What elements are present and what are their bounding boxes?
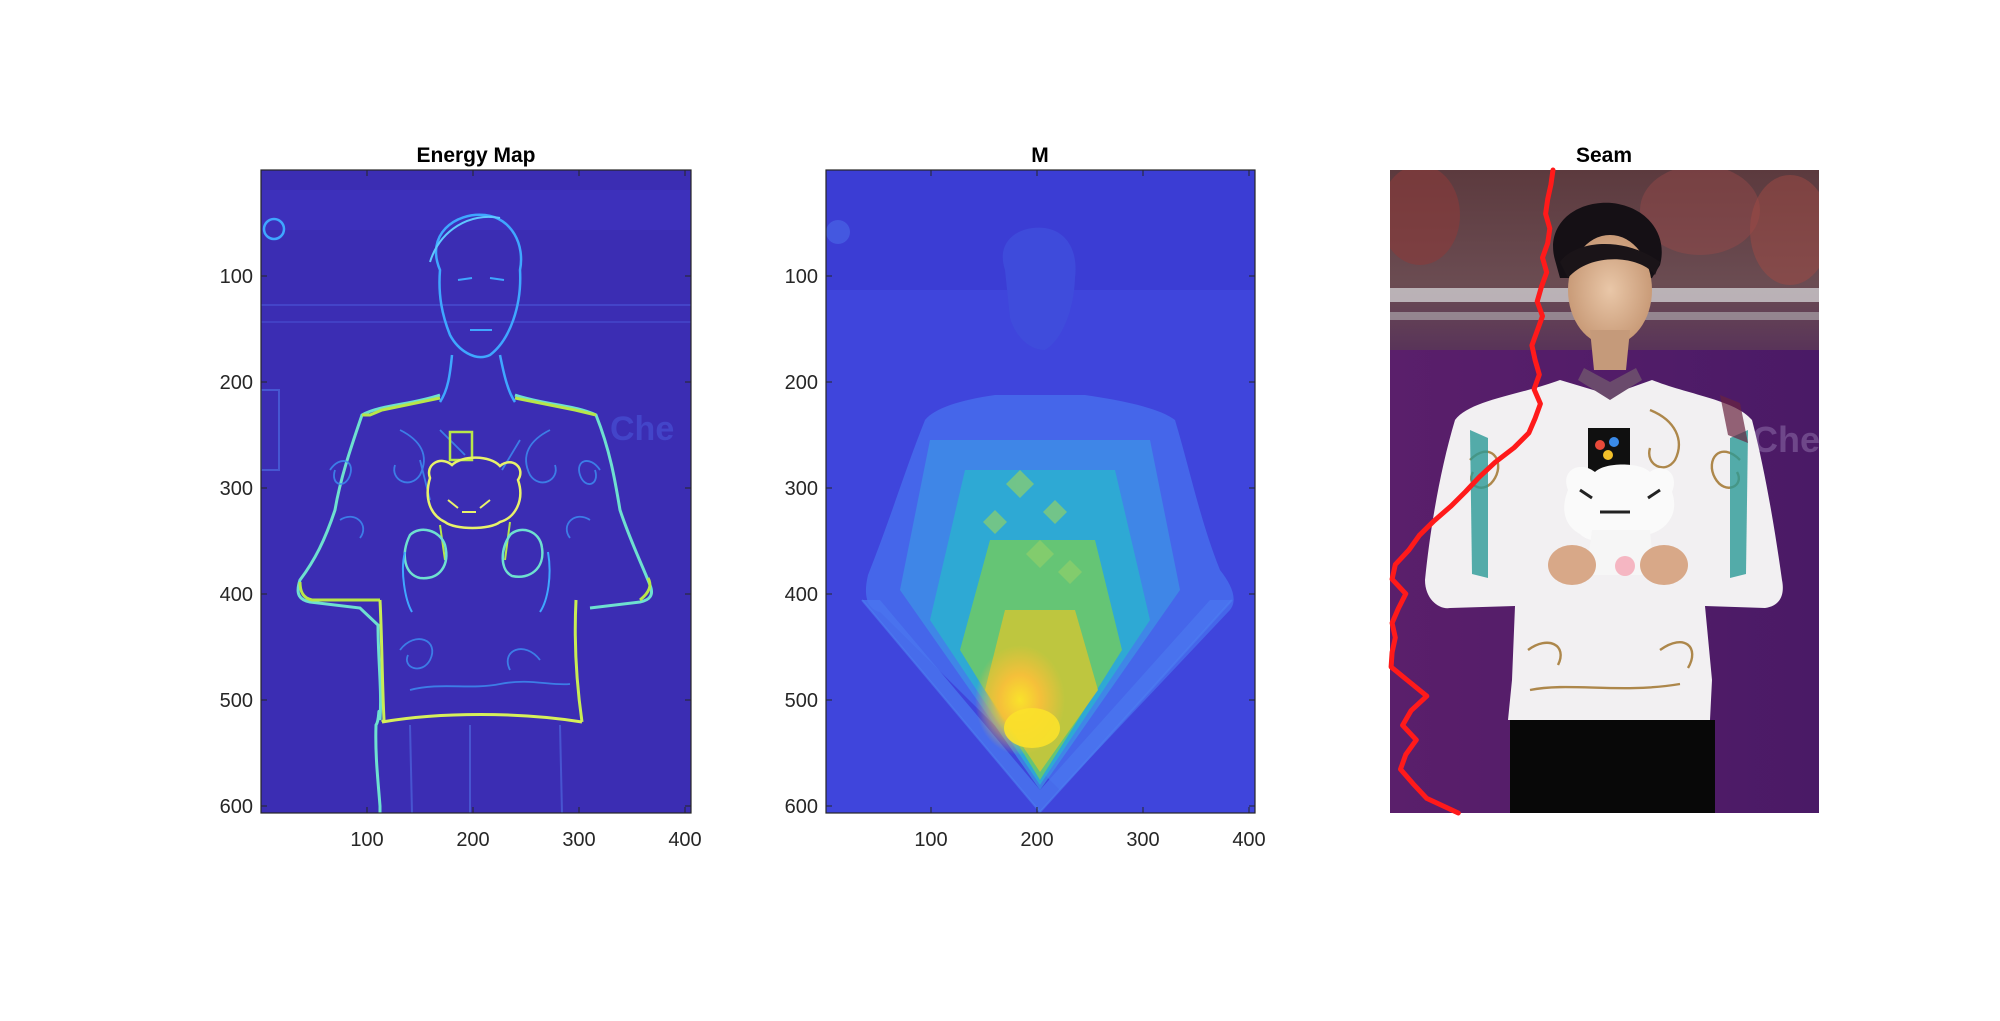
cumulative-map-xtick-400: 400 [1232, 829, 1265, 851]
cumulative-map-xtick-100: 100 [914, 829, 947, 851]
energy-map-ytick-200: 200 [220, 372, 253, 394]
cumulative-map-ytick-600: 600 [785, 796, 818, 818]
energy-map-axes-box [260, 169, 692, 814]
cumulative-map-ytick-400: 400 [785, 584, 818, 606]
seam-line [1388, 167, 1556, 816]
cumulative-map-ytick-300: 300 [785, 478, 818, 500]
energy-map-xtick-400: 400 [668, 829, 701, 851]
cumulative-map-xtick-300: 300 [1126, 829, 1159, 851]
energy-map-ytick-300: 300 [220, 478, 253, 500]
seam-title: Seam [1576, 144, 1632, 167]
cumulative-map-axes-box [825, 169, 1256, 814]
energy-map-title: Energy Map [416, 144, 535, 167]
seam-photo: Che [1390, 170, 1820, 813]
cumulative-map-xtick-200: 200 [1020, 829, 1053, 851]
cumulative-map-ytick-100: 100 [785, 266, 818, 288]
energy-map-ytick-100: 100 [220, 266, 253, 288]
energy-map-xtick-300: 300 [562, 829, 595, 851]
energy-map-xtick-200: 200 [456, 829, 489, 851]
energy-map-ytick-600: 600 [220, 796, 253, 818]
energy-map-panel: Energy Map Che [220, 144, 702, 851]
energy-map-ytick-500: 500 [220, 690, 253, 712]
cumulative-map-panel: M [785, 144, 1266, 851]
seam-panel: Seam Che [1388, 144, 1820, 816]
energy-map-ytick-400: 400 [220, 584, 253, 606]
energy-map-xtick-100: 100 [350, 829, 383, 851]
cumulative-map-title: M [1031, 144, 1049, 167]
cumulative-map-image [826, 170, 1255, 813]
cumulative-map-ticks: 100 200 300 400 100 200 300 400 500 600 [785, 170, 1266, 851]
svg-text:Che: Che [1752, 419, 1820, 460]
cumulative-map-ytick-500: 500 [785, 690, 818, 712]
energy-map-image: Che [261, 170, 691, 813]
energy-map-ticks: 100 200 300 400 100 200 300 400 500 600 [220, 170, 702, 851]
svg-text:Che: Che [610, 410, 674, 448]
cumulative-map-ytick-200: 200 [785, 372, 818, 394]
